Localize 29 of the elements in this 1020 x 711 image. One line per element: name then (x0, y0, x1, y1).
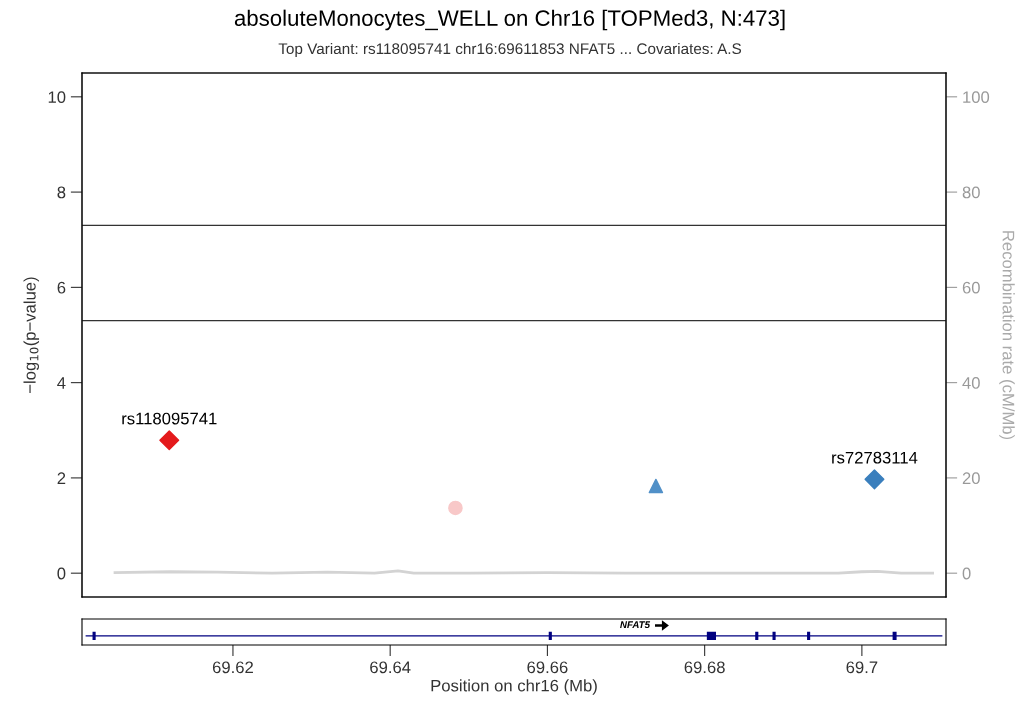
y2-axis-title: Recombination rate (cM/Mb) (999, 231, 1015, 440)
y-axis-title: −log$_{10}$(p−value) (23, 277, 40, 393)
annotation: rs118095741 (122, 412, 217, 425)
y2-tick-label: 100 (963, 91, 990, 104)
point (864, 469, 885, 490)
x-tick-label: 69.66 (527, 661, 568, 674)
x-tick-label: 69.7 (846, 661, 878, 674)
chart-title: absoluteMonocytes_WELL on Chr16 [TOPMed3, N:473] (234, 9, 785, 31)
annotation: rs72783114 (832, 451, 918, 464)
x-tick-label: 69.64 (370, 661, 411, 674)
x-axis-title: Position on chr16 (Mb) (431, 679, 597, 695)
y-tick-label: 4 (57, 377, 66, 389)
y-tick-label: 0 (57, 567, 66, 580)
y2-tick-label: 20 (962, 472, 980, 485)
chart-subtitle: Top Variant: rs118095741 chr16:69611853 NFAT5 ... Covariates: A.S (278, 42, 742, 58)
y2-tick-label: 60 (962, 281, 980, 294)
y2-tick-label: 40 (962, 377, 980, 389)
point (448, 500, 463, 516)
y-tick-label: 6 (57, 281, 66, 294)
x-tick-label: 69.62 (212, 661, 253, 674)
point (648, 478, 664, 494)
y-tick-label: 2 (57, 472, 66, 484)
text: NFAT5 (620, 621, 651, 629)
y-tick-label: 10 (48, 91, 66, 104)
y2-tick-label: 0 (962, 567, 971, 580)
y2-tick-label: 80 (962, 186, 980, 199)
y-tick-label: 8 (57, 186, 66, 199)
point (159, 430, 180, 451)
x-tick-label: 69.68 (684, 661, 725, 674)
